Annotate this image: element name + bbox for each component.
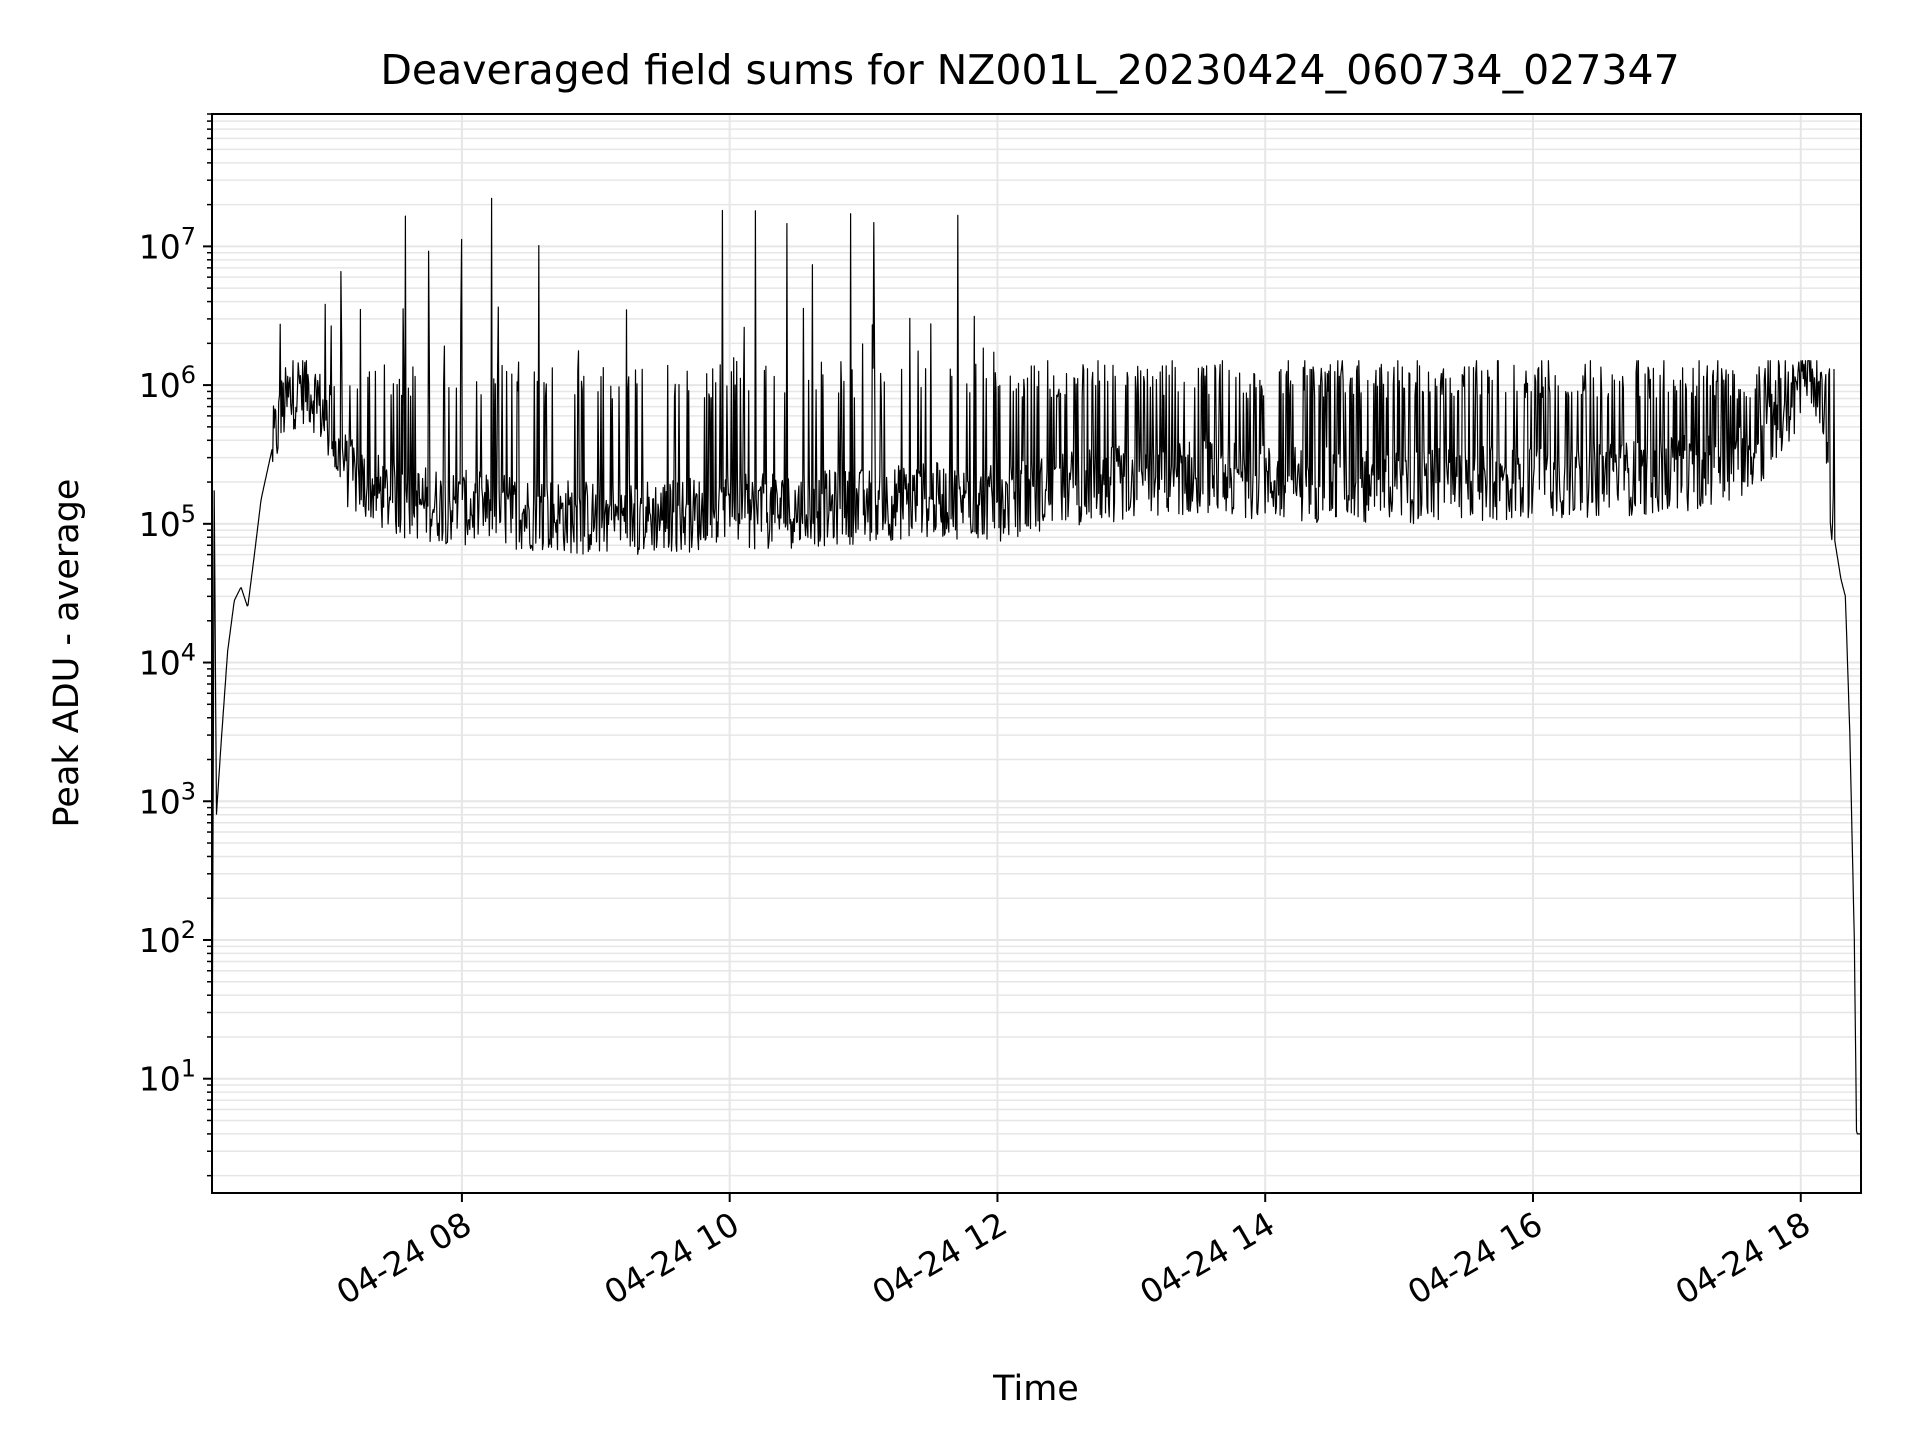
y-tick-label: 103 [139, 777, 196, 821]
grid [212, 113, 1861, 1193]
y-tick-label: 104 [139, 639, 196, 683]
y-tick-label: 107 [139, 222, 196, 266]
series-line [211, 197, 1861, 1135]
plot-frame [211, 113, 1862, 1194]
y-tick-label: 101 [139, 1055, 196, 1099]
x-axis-label: Time [992, 1369, 1079, 1409]
y-tick-label: 105 [139, 500, 196, 544]
y-tick-label: 106 [139, 361, 196, 405]
data-layer [211, 197, 1861, 1135]
chart-title: Deaveraged field sums for NZ001L_2023042… [380, 46, 1679, 94]
y-tick-label: 102 [139, 916, 196, 960]
y-axis-label: Peak ADU - average [47, 479, 87, 828]
